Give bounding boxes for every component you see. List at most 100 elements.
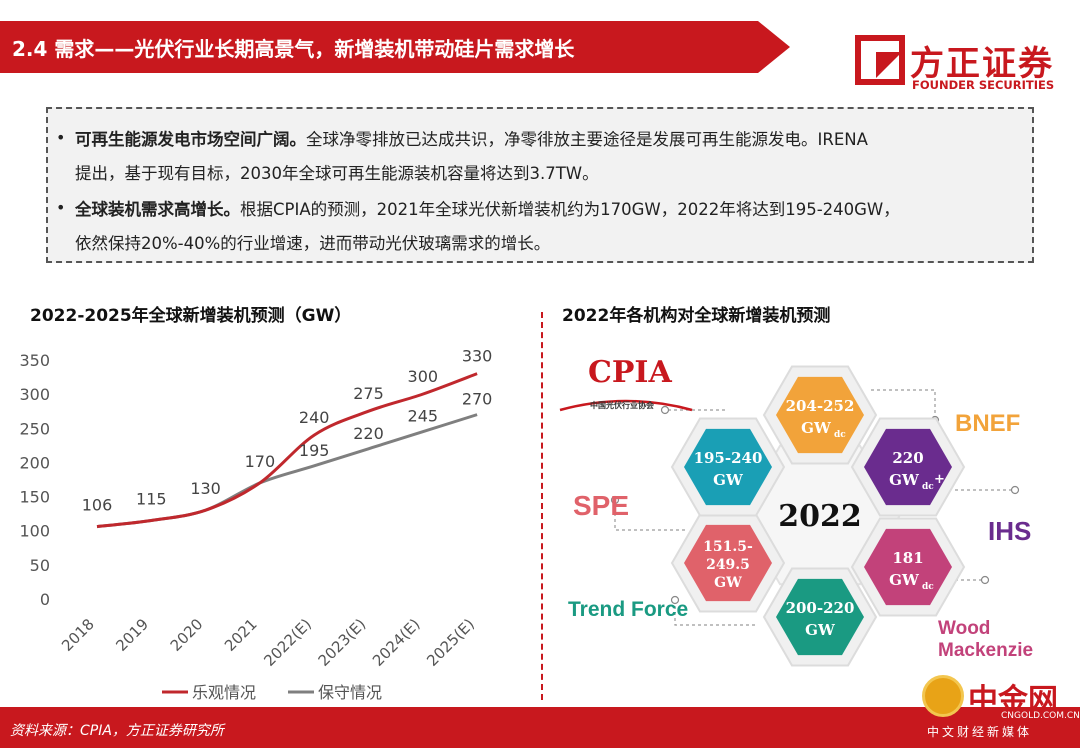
org-wood: Wood: [938, 618, 991, 639]
summary-item-2-line-2: 依然保持20%-40%的行业增速，进而带动光伏玻璃需求的增长。: [75, 234, 551, 253]
data-label: 115: [136, 489, 167, 508]
hex-value-line: 151.5-: [703, 539, 753, 555]
bullet-marker: •: [56, 128, 66, 147]
connector-dot: [660, 405, 670, 415]
legend-label: 保守情况: [318, 683, 382, 702]
summary-item-2-lead: 全球装机需求高增长。: [75, 200, 240, 219]
connector-dot: [1010, 485, 1020, 495]
y-tick-label: 100: [19, 522, 50, 541]
bullet-marker: •: [56, 198, 66, 217]
founder-logo-icon: [855, 35, 905, 85]
footer-bar: [0, 707, 1080, 748]
org-spe: SPE: [573, 490, 630, 521]
data-label: 130: [190, 479, 221, 498]
y-tick-label: 150: [19, 488, 50, 507]
hex-value-line: GW: [714, 575, 742, 591]
y-tick-label: 50: [30, 556, 50, 575]
hex-unit-sub: dc: [922, 582, 934, 592]
x-tick-label: 2018: [58, 615, 98, 655]
hex-value: 200-220: [786, 599, 855, 617]
y-tick-label: 300: [19, 385, 50, 404]
connector-line: [614, 500, 685, 531]
org-ihs: IHS: [988, 516, 1032, 546]
watermark-url: CNGOLD.COM.CN: [1001, 711, 1080, 721]
hex-cell: [776, 578, 864, 656]
data-label: 106: [82, 496, 113, 515]
y-tick-label: 350: [19, 351, 50, 370]
summary-box: [46, 107, 1034, 263]
hex-cell: [684, 524, 772, 602]
data-label-conservative: 220: [353, 424, 384, 443]
connector-dot: [980, 575, 990, 585]
data-label-optimistic: 300: [408, 367, 439, 386]
hex-unit: GW: [805, 621, 836, 639]
summary-item-1-line-2: 提出，基于现有目标，2030年全球可再生能源装机容量将达到3.7TW。: [75, 164, 599, 183]
summary-item-2-text: 根据CPIA的预测，2021年全球光伏新增装机约为170GW，2022年将达到1…: [240, 200, 900, 219]
title-banner: [0, 21, 790, 73]
logo-text-cn: 方正证券: [910, 44, 1054, 84]
data-label-optimistic: 330: [462, 347, 493, 366]
section-divider: [541, 312, 543, 700]
hex-value: 181: [892, 549, 923, 567]
connector-line: [871, 389, 936, 420]
connector-line: [674, 600, 755, 626]
data-label-conservative: 245: [408, 407, 439, 426]
data-label: 170: [245, 452, 276, 471]
logo-text-en: FOUNDER SECURITIES: [912, 78, 1055, 92]
hex-unit: GW: [889, 571, 920, 589]
right-graphic-title: 2022年各机构对全球新增装机预测: [562, 306, 831, 326]
org-bnef: BNEF: [955, 410, 1021, 437]
footer-source: 资料来源：CPIA，方正证券研究所: [10, 723, 224, 739]
data-label-conservative: 195: [299, 441, 330, 460]
hex-value: 220: [892, 449, 923, 467]
connector-dot: [670, 595, 680, 605]
y-tick-label: 0: [40, 590, 50, 609]
org-cpia: CPIA: [588, 355, 672, 390]
x-tick-label: 2025(E): [423, 615, 478, 670]
hex-unit: GW: [801, 419, 832, 437]
hex-unit-sub: dc: [834, 430, 846, 440]
hex-cell: [684, 428, 772, 506]
data-label-optimistic: 275: [353, 384, 384, 403]
series-line-optimistic: [96, 372, 478, 529]
page-title: 2.4 需求——光伏行业长期高景气，新增装机带动硅片需求增长: [12, 37, 575, 61]
hex-unit: GW: [713, 471, 744, 489]
hex-cell: [776, 376, 864, 454]
hex-unit-sub: dc: [922, 482, 934, 492]
x-tick-label: 2022(E): [260, 615, 315, 670]
watermark-logo-icon: [922, 675, 964, 717]
hex-unit: GW: [889, 471, 920, 489]
summary-item-1-text: 全球净零排放已达成共识，净零徘放主要途径是发展可再生能源发电。IRENA: [306, 130, 868, 149]
hex-unit-plus: +: [934, 472, 945, 487]
org-trendforce: Trend Force: [568, 598, 689, 621]
x-tick-label: 2019: [112, 615, 152, 655]
summary-item-1-lead: 可再生能源发电市场空间广阔。: [75, 130, 306, 149]
org-mackenzie: Mackenzie: [938, 640, 1034, 661]
hex-cell: [864, 428, 952, 506]
summary-item-2-line-1: 全球装机需求高增长。根据CPIA的预测，2021年全球光伏新增装机约为170GW…: [75, 196, 900, 220]
series-line-conservative: [96, 413, 478, 529]
hex-cell: [864, 528, 952, 606]
cpia-arc-icon: [559, 399, 693, 412]
legend-label: 乐观情况: [192, 683, 256, 702]
x-tick-label: 2020: [167, 615, 207, 655]
org-cpia-sub: 中国光伏行业协会: [590, 401, 654, 410]
watermark-main: 中金网: [968, 683, 1058, 718]
connector-dot: [610, 495, 620, 505]
x-tick-label: 2024(E): [369, 615, 424, 670]
center-year: 2022: [778, 499, 862, 534]
summary-item-1-line-1: 可再生能源发电市场空间广阔。全球净零排放已达成共识，净零徘放主要途径是发展可再生…: [75, 126, 868, 150]
watermark-sub: 中文财经新媒体: [927, 725, 1033, 739]
data-label-optimistic: 240: [299, 408, 330, 427]
left-chart-title: 2022-2025年全球新增装机预测（GW）: [30, 306, 352, 326]
y-tick-label: 200: [19, 453, 50, 472]
x-tick-label: 2021: [221, 615, 261, 655]
data-label-conservative: 270: [462, 390, 493, 409]
hex-value: 204-252: [786, 397, 855, 415]
hex-value: 195-240: [694, 449, 763, 467]
hex-value-line: 249.5: [706, 557, 750, 573]
y-tick-label: 250: [19, 419, 50, 438]
